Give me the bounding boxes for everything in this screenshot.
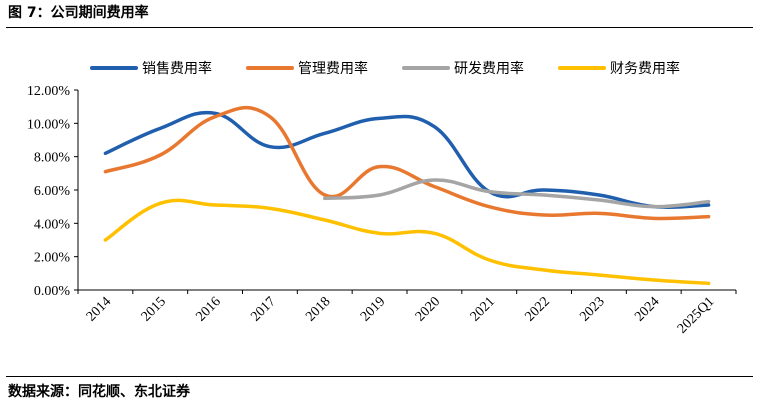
series-lines bbox=[103, 106, 711, 286]
series-line-3 bbox=[323, 178, 711, 209]
series-line-4 bbox=[103, 198, 711, 286]
x-tick-label: 2021 bbox=[468, 294, 498, 324]
legend-label-3: 研发费用率 bbox=[454, 60, 524, 77]
x-tick-label: 2020 bbox=[413, 294, 443, 324]
top-divider bbox=[6, 27, 753, 28]
bottom-divider bbox=[6, 376, 753, 377]
x-tick-label: 2019 bbox=[358, 294, 388, 324]
y-tick-label: 10.00% bbox=[27, 117, 71, 132]
x-tick-label: 2023 bbox=[577, 294, 607, 324]
x-tick-label: 2018 bbox=[303, 294, 333, 324]
x-tick-label: 2025Q1 bbox=[675, 294, 718, 337]
x-tick-label: 2022 bbox=[523, 294, 553, 324]
legend-label-4: 财务费用率 bbox=[610, 60, 680, 77]
legend-label-2: 管理费用率 bbox=[298, 60, 368, 77]
y-tick-label: 6.00% bbox=[34, 184, 71, 199]
y-tick-label: 0.00% bbox=[34, 284, 71, 299]
x-tick-label: 2015 bbox=[139, 294, 169, 324]
y-tick-label: 4.00% bbox=[34, 217, 71, 232]
x-tick-label: 2017 bbox=[248, 294, 278, 324]
series-line-2 bbox=[103, 106, 711, 221]
x-tick-label: 2024 bbox=[632, 294, 662, 324]
series-line-1 bbox=[103, 110, 711, 210]
y-tick-label: 8.00% bbox=[34, 151, 71, 166]
legend-label-1: 销售费用率 bbox=[142, 60, 212, 77]
x-tick-label: 2014 bbox=[84, 294, 114, 324]
source-note: 数据来源：同花顺、东北证券 bbox=[8, 384, 190, 400]
chart-title: 图 7：公司期间费用率 bbox=[8, 5, 149, 21]
legend: 销售费用率 管理费用率 研发费用率 财务费用率 bbox=[90, 60, 680, 77]
x-tick-label: 2016 bbox=[194, 294, 224, 324]
y-tick-label: 2.00% bbox=[34, 251, 71, 266]
axes: 0.00% 2.00% 4.00% 6.00% 8.00% 10.00% 12.00% 201… bbox=[27, 84, 737, 337]
y-tick-label: 12.00% bbox=[27, 84, 71, 99]
